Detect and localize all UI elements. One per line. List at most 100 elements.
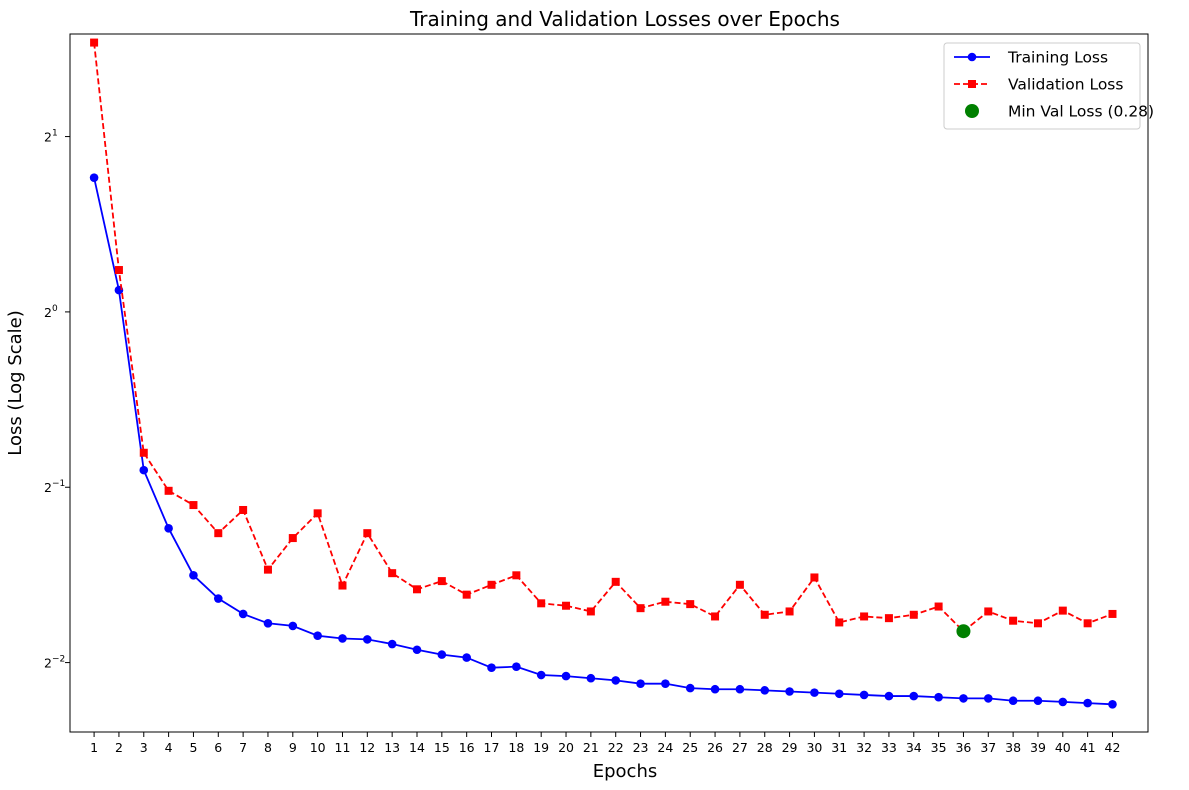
- data-point: [760, 610, 769, 619]
- legend-marker: [968, 80, 976, 88]
- chart-title: Training and Validation Losses over Epoc…: [409, 7, 840, 31]
- data-point: [487, 663, 496, 672]
- x-tick-label: 12: [359, 740, 375, 755]
- data-point: [487, 580, 496, 589]
- y-tick-base: 2: [44, 480, 52, 495]
- data-point: [909, 691, 919, 701]
- x-tick-label: 24: [657, 740, 673, 755]
- y-tick-label: 21: [44, 129, 58, 145]
- x-tick-label: 33: [881, 740, 897, 755]
- data-point: [611, 676, 621, 685]
- x-axis-title: Epochs: [593, 761, 658, 782]
- data-point: [164, 486, 173, 495]
- data-point: [834, 689, 844, 699]
- data-point: [536, 670, 546, 680]
- y-tick-label: 2−2: [44, 655, 65, 671]
- x-tick-label: 40: [1055, 740, 1071, 755]
- data-point: [1058, 606, 1067, 615]
- y-tick-label: 2−1: [44, 479, 65, 495]
- x-tick-label: 38: [1005, 740, 1021, 755]
- y-tick-label: 20: [44, 304, 58, 320]
- x-tick-label: 39: [1030, 740, 1046, 755]
- data-point: [636, 604, 645, 613]
- data-point: [313, 509, 322, 518]
- data-point: [586, 607, 595, 616]
- data-point: [1108, 609, 1117, 618]
- data-point: [611, 577, 620, 586]
- data-point: [884, 691, 894, 701]
- x-tick-label: 35: [931, 740, 947, 755]
- data-point: [959, 694, 968, 703]
- data-point: [363, 635, 372, 644]
- data-point: [984, 607, 993, 616]
- x-tick-label: 5: [189, 740, 197, 755]
- legend-item: Validation Loss: [954, 76, 1123, 94]
- data-point: [313, 631, 322, 641]
- x-tick-label: 2: [115, 740, 123, 755]
- x-tick-label: 41: [1080, 740, 1096, 755]
- x-tick-label: 31: [831, 740, 847, 755]
- data-point: [983, 694, 993, 703]
- data-point: [512, 662, 521, 671]
- min-val-loss-marker: [956, 624, 971, 639]
- data-point: [164, 524, 173, 533]
- x-tick-label: 17: [484, 740, 500, 755]
- data-point: [562, 601, 571, 610]
- data-point: [512, 571, 521, 580]
- series-training-loss: [89, 173, 1117, 709]
- y-axis-title: Loss (Log Scale): [5, 310, 26, 456]
- data-point: [661, 597, 670, 606]
- data-point: [537, 599, 546, 608]
- data-point: [288, 534, 297, 543]
- data-point: [934, 602, 943, 611]
- data-point: [90, 38, 99, 47]
- data-point: [1009, 616, 1018, 625]
- data-point: [239, 505, 248, 514]
- y-tick-base: 2: [44, 305, 52, 320]
- legend-item: Training Loss: [954, 49, 1108, 67]
- data-point: [860, 612, 869, 621]
- data-point: [909, 610, 918, 619]
- data-point: [735, 580, 744, 589]
- plot-area: [69, 33, 1149, 733]
- x-tick-label: 20: [558, 740, 574, 755]
- data-point: [114, 266, 123, 275]
- x-tick-label: 23: [633, 740, 649, 755]
- data-point: [859, 690, 869, 700]
- x-tick-label: 18: [508, 740, 524, 755]
- data-point: [884, 614, 893, 623]
- x-tick-label: 30: [806, 740, 822, 755]
- x-tick-label: 19: [533, 740, 549, 755]
- legend-marker: [965, 104, 979, 118]
- data-point: [1083, 619, 1092, 628]
- x-tick-label: 6: [214, 740, 222, 755]
- data-point: [735, 684, 745, 694]
- x-tick-label: 4: [165, 740, 173, 755]
- data-point: [189, 571, 198, 580]
- legend-label: Validation Loss: [1008, 76, 1123, 94]
- data-point: [263, 618, 273, 628]
- y-tick-exponent: −1: [52, 479, 65, 489]
- data-point: [462, 590, 471, 599]
- x-tick-label: 7: [239, 740, 247, 755]
- series-layer: [89, 38, 1117, 709]
- x-tick-label: 16: [459, 740, 475, 755]
- x-tick-label: 37: [980, 740, 996, 755]
- data-point: [785, 607, 794, 616]
- data-point: [288, 621, 298, 631]
- legend-label: Min Val Loss (0.28): [1008, 103, 1154, 121]
- x-axis-ticks: 1 2 3 4 5 6 7 8 9 10 11 12 13 14 15 16 17 18 19 20 21 22 23 24 2…: [90, 732, 1120, 755]
- data-point: [785, 687, 794, 696]
- x-tick-label: 29: [782, 740, 798, 755]
- legend-marker: [967, 52, 977, 62]
- data-point: [1058, 697, 1068, 707]
- legend: Training Loss Validation Loss Min Val Loss…: [943, 42, 1154, 130]
- x-tick-label: 34: [906, 740, 922, 755]
- x-tick-label: 42: [1105, 740, 1121, 755]
- data-point: [835, 618, 844, 627]
- y-tick-base: 2: [44, 130, 52, 145]
- data-point: [412, 645, 422, 655]
- data-point: [238, 609, 248, 619]
